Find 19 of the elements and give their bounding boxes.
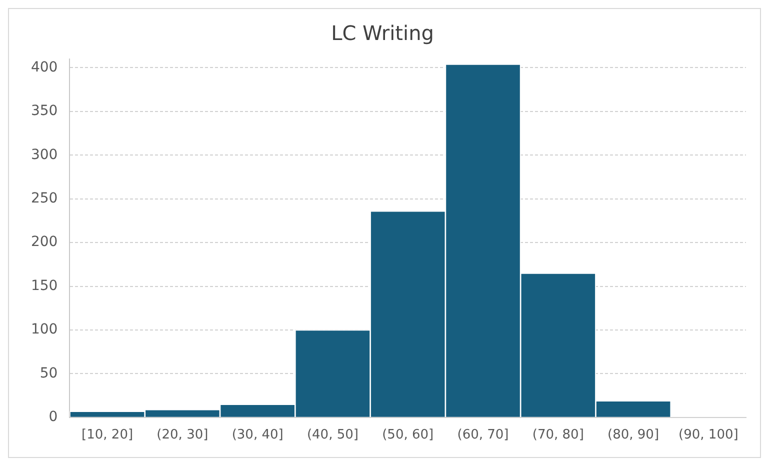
y-tick-label: 50: [40, 365, 58, 382]
x-tick-label: (20, 30]: [156, 428, 208, 443]
x-tick-label: (60, 70]: [457, 428, 509, 443]
y-tick-label: 300: [30, 146, 58, 163]
y-tick-label: 150: [30, 278, 58, 294]
y-tick-label: 400: [30, 59, 58, 76]
x-tick-label: (90, 100]: [678, 428, 738, 443]
x-tick-label: (50, 60]: [382, 428, 434, 443]
y-tick-label: 350: [30, 103, 58, 120]
x-tick-label: (30, 40]: [232, 428, 284, 443]
x-tick-label: [10, 20]: [82, 428, 134, 443]
chart-title: LC Writing: [331, 21, 434, 46]
y-tick-label: 250: [30, 190, 58, 207]
x-tick-label: (80, 90]: [608, 428, 660, 443]
x-tick-label: (70, 80]: [532, 428, 584, 443]
x-tick-label: (40, 50]: [306, 428, 358, 443]
y-tick-label: 200: [30, 234, 58, 250]
y-tick-label: 100: [30, 322, 58, 338]
y-tick-label: 0: [48, 409, 58, 426]
